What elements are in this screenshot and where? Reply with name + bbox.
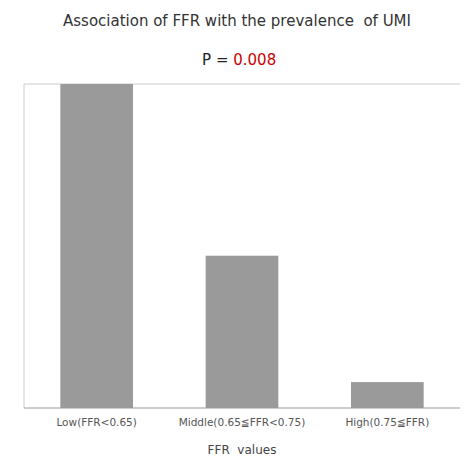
- bars: [60, 84, 423, 408]
- x-tick-label: Low(FFR<0.65): [56, 416, 136, 428]
- x-tick-label: Middle(0.65≦FFR<0.75): [179, 416, 306, 428]
- x-axis-label: FFR values: [208, 443, 277, 457]
- bar: [60, 84, 133, 408]
- chart: Association of FFR with the prevalence o…: [0, 0, 474, 474]
- chart-container: Association of FFR with the prevalence o…: [0, 0, 474, 474]
- annotation: P =: [202, 51, 233, 69]
- bar: [351, 382, 424, 408]
- annotation: 0.008: [233, 51, 276, 69]
- title: Association of FFR with the prevalence o…: [63, 12, 411, 30]
- y-axis-line: [24, 84, 25, 408]
- bar: [206, 256, 279, 408]
- x-tick-label: High(0.75≦FFR): [345, 416, 429, 428]
- x-axis-line: [24, 408, 460, 409]
